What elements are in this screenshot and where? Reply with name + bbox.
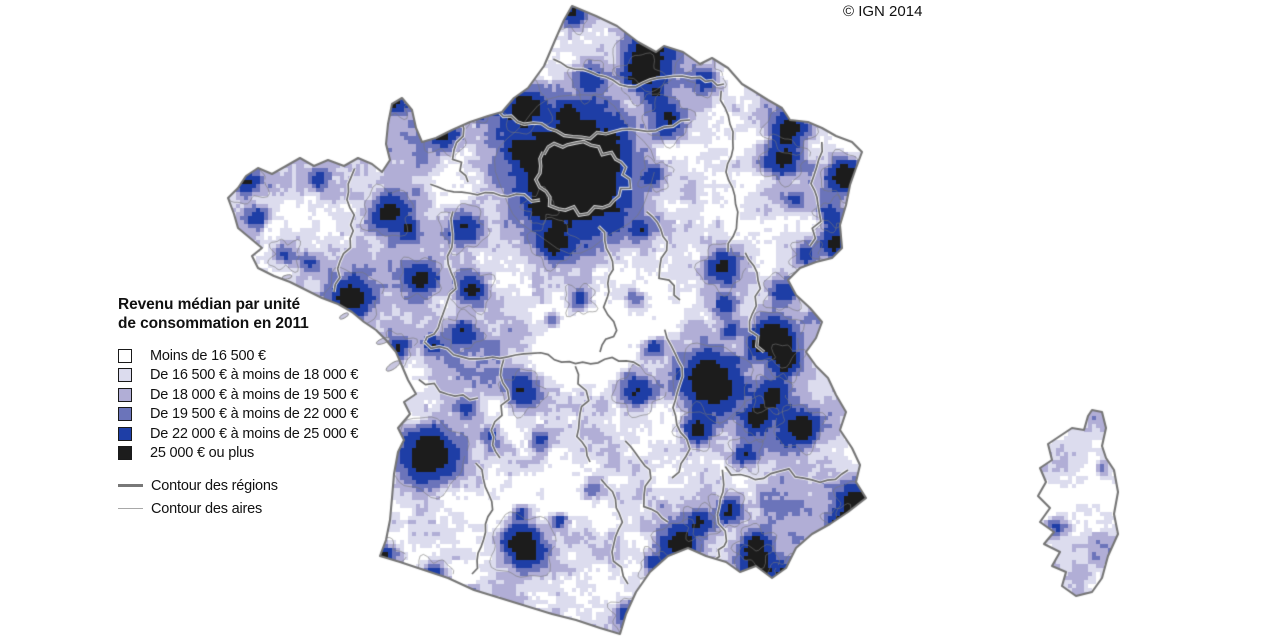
legend-contour-items: Contour des régions Contour des aires [118, 474, 378, 520]
legend: Revenu médian par unité de consommation … [118, 296, 378, 520]
legend-swatch [118, 446, 132, 461]
legend-label: 25 000 € ou plus [150, 445, 255, 462]
legend-swatch [118, 348, 132, 363]
legend-swatch [118, 407, 132, 422]
legend-label: Moins de 16 500 € [150, 347, 266, 364]
legend-item: De 19 500 € à moins de 22 000 € [118, 405, 378, 425]
legend-item: De 18 000 € à moins de 19 500 € [118, 385, 378, 405]
legend-swatch [118, 426, 132, 441]
legend-class-items: Moins de 16 500 € De 16 500 € à moins de … [118, 346, 378, 463]
contour-line-sample [118, 508, 143, 509]
legend-item: De 16 500 € à moins de 18 000 € [118, 366, 378, 386]
legend-label: De 18 000 € à moins de 19 500 € [150, 386, 359, 403]
contour-line-sample [118, 484, 143, 487]
legend-contour-item: Contour des aires [118, 497, 378, 520]
legend-title-line1: Revenu médian par unité [118, 296, 301, 313]
legend-title: Revenu médian par unité de consommation … [118, 296, 378, 333]
legend-title-line2: de consommation en 2011 [118, 314, 309, 332]
legend-item: Moins de 16 500 € [118, 346, 378, 366]
legend-label: De 16 500 € à moins de 18 000 € [150, 367, 359, 384]
legend-label: De 22 000 € à moins de 25 000 € [150, 425, 359, 442]
legend-swatch [118, 368, 132, 383]
copyright-notice: © IGN 2014 [843, 3, 923, 20]
legend-label: Contour des aires [151, 500, 263, 517]
legend-label: Contour des régions [151, 477, 278, 494]
legend-item: 25 000 € ou plus [118, 444, 378, 464]
legend-swatch [118, 387, 132, 402]
legend-item: De 22 000 € à moins de 25 000 € [118, 424, 378, 444]
legend-contour-item: Contour des régions [118, 474, 378, 497]
legend-label: De 19 500 € à moins de 22 000 € [150, 406, 359, 423]
